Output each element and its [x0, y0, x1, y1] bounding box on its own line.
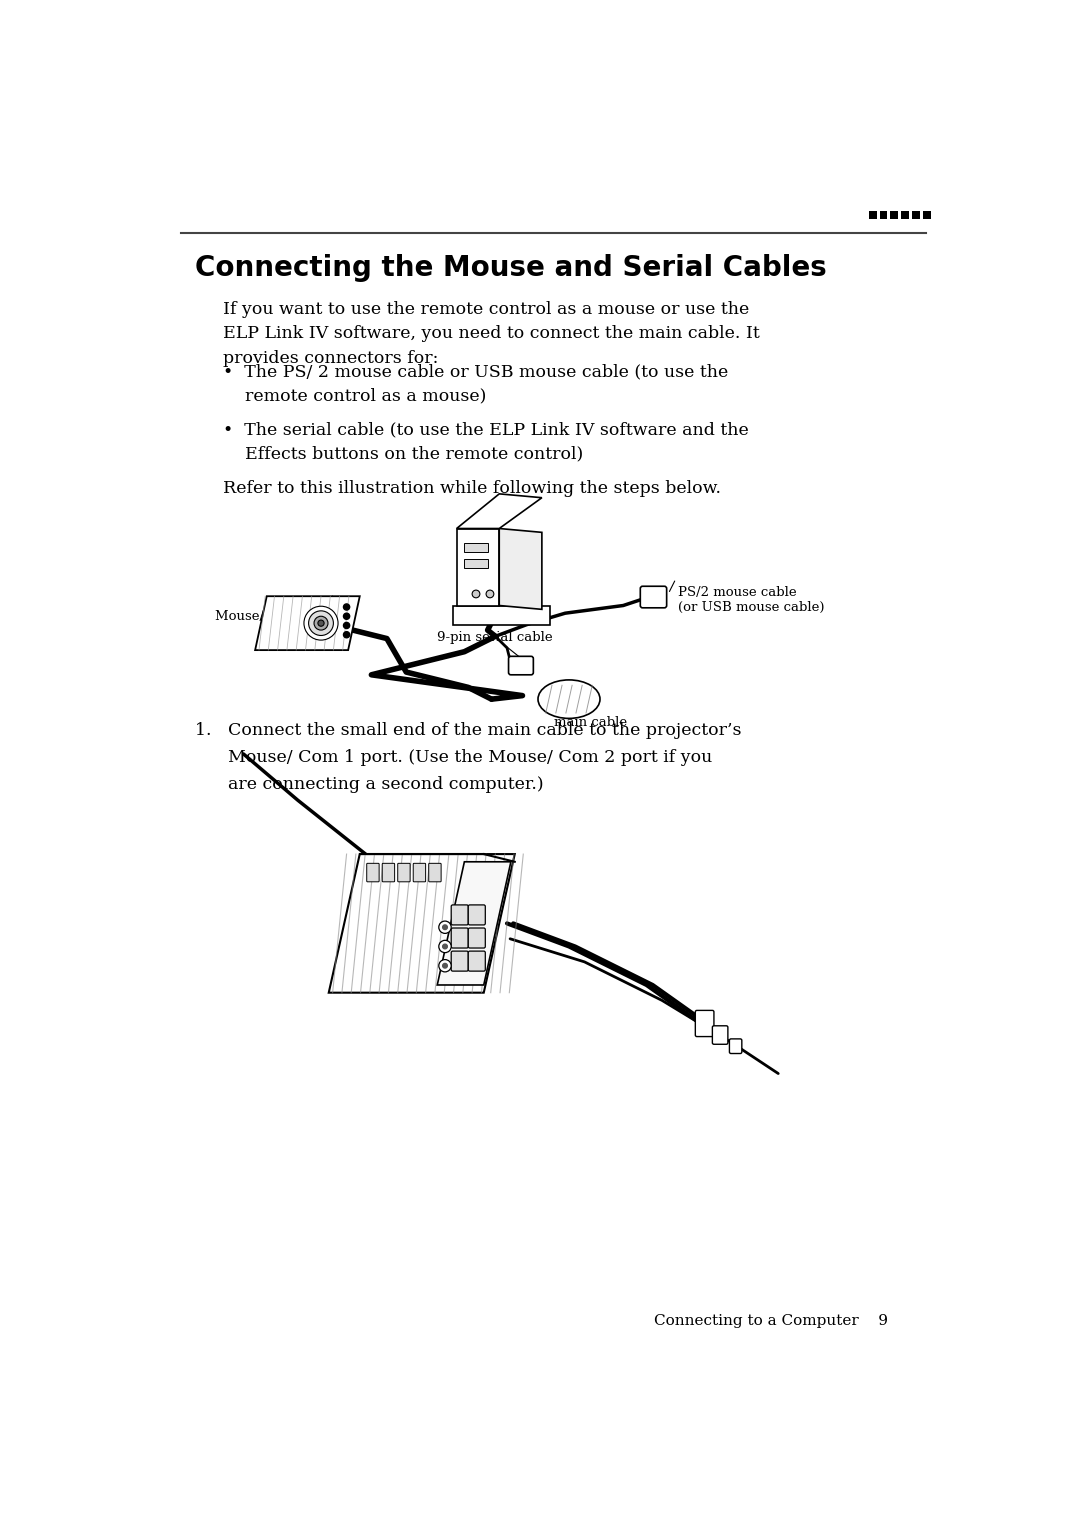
FancyBboxPatch shape — [640, 586, 666, 609]
Polygon shape — [328, 855, 515, 992]
Text: Mouse/Com 1 port: Mouse/Com 1 port — [215, 610, 339, 622]
Circle shape — [303, 605, 338, 641]
Ellipse shape — [538, 680, 600, 719]
Text: Connecting to a Computer    9: Connecting to a Computer 9 — [654, 1313, 888, 1327]
Text: 9-pin serial cable: 9-pin serial cable — [437, 631, 553, 644]
Text: Refer to this illustration while following the steps below.: Refer to this illustration while followi… — [222, 480, 720, 497]
FancyBboxPatch shape — [868, 211, 877, 219]
Circle shape — [343, 631, 350, 638]
FancyBboxPatch shape — [463, 558, 488, 567]
Circle shape — [343, 604, 350, 610]
Polygon shape — [457, 494, 542, 529]
Text: If you want to use the remote control as a mouse or use the
ELP Link IV software: If you want to use the remote control as… — [222, 301, 759, 367]
Circle shape — [438, 920, 451, 933]
Circle shape — [343, 613, 350, 619]
Circle shape — [443, 945, 447, 950]
FancyBboxPatch shape — [891, 211, 899, 219]
FancyBboxPatch shape — [463, 543, 488, 552]
Circle shape — [314, 616, 328, 630]
Text: Connecting the Mouse and Serial Cables: Connecting the Mouse and Serial Cables — [195, 254, 827, 283]
Polygon shape — [457, 529, 499, 605]
FancyBboxPatch shape — [923, 211, 931, 219]
FancyBboxPatch shape — [469, 928, 485, 948]
Polygon shape — [453, 605, 550, 625]
FancyBboxPatch shape — [451, 951, 469, 971]
Circle shape — [472, 590, 480, 598]
Circle shape — [486, 590, 494, 598]
FancyBboxPatch shape — [696, 1011, 714, 1037]
FancyBboxPatch shape — [902, 211, 909, 219]
Text: PS/2 mouse cable
(or USB mouse cable): PS/2 mouse cable (or USB mouse cable) — [677, 586, 824, 615]
Polygon shape — [255, 596, 360, 650]
FancyBboxPatch shape — [451, 928, 469, 948]
FancyBboxPatch shape — [729, 1038, 742, 1053]
FancyBboxPatch shape — [879, 211, 888, 219]
Polygon shape — [437, 862, 511, 985]
FancyBboxPatch shape — [414, 864, 426, 882]
Circle shape — [443, 963, 447, 968]
Circle shape — [438, 940, 451, 953]
FancyBboxPatch shape — [451, 905, 469, 925]
Circle shape — [343, 622, 350, 628]
FancyBboxPatch shape — [367, 864, 379, 882]
FancyBboxPatch shape — [429, 864, 441, 882]
FancyBboxPatch shape — [913, 211, 920, 219]
Text: •  The PS/ 2 mouse cable or USB mouse cable (to use the
    remote control as a : • The PS/ 2 mouse cable or USB mouse cab… — [222, 364, 728, 405]
FancyBboxPatch shape — [397, 864, 410, 882]
Text: 1.   Connect the small end of the main cable to the projector’s
      Mouse/ Com: 1. Connect the small end of the main cab… — [195, 722, 742, 794]
Circle shape — [318, 621, 324, 627]
Text: •  The serial cable (to use the ELP Link IV software and the
    Effects buttons: • The serial cable (to use the ELP Link … — [222, 422, 748, 462]
FancyBboxPatch shape — [382, 864, 394, 882]
FancyBboxPatch shape — [713, 1026, 728, 1044]
Circle shape — [443, 925, 447, 930]
FancyBboxPatch shape — [509, 656, 534, 674]
FancyBboxPatch shape — [469, 951, 485, 971]
FancyBboxPatch shape — [469, 905, 485, 925]
Circle shape — [309, 612, 334, 636]
Polygon shape — [499, 529, 542, 610]
Text: main cable: main cable — [554, 716, 626, 729]
Circle shape — [438, 960, 451, 972]
